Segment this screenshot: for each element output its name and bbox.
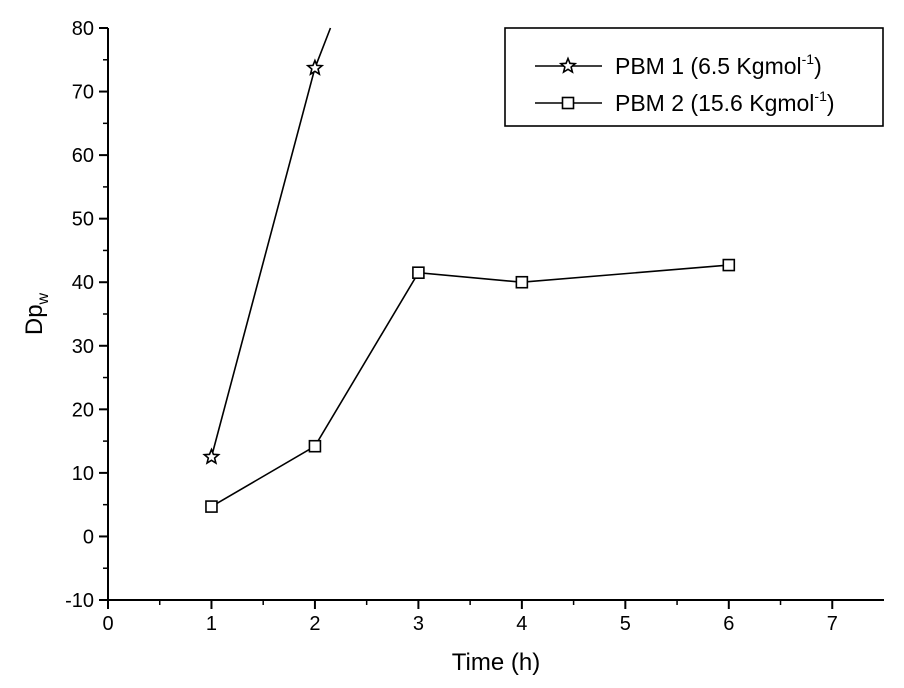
x-tick-label: 2 xyxy=(309,613,320,635)
y-tick-label: -10 xyxy=(65,590,94,612)
x-tick-label: 5 xyxy=(620,613,631,635)
data-point-square xyxy=(205,500,218,513)
legend-label: PBM 1 (6.5 Kgmol-1) xyxy=(615,51,822,79)
data-point-square xyxy=(722,258,736,272)
x-tick-label: 0 xyxy=(102,613,113,635)
x-tick-label: 7 xyxy=(827,613,838,635)
y-tick-label: 0 xyxy=(83,526,94,548)
y-tick-label: 20 xyxy=(72,399,94,421)
x-tick-label: 1 xyxy=(206,613,217,635)
series-line xyxy=(211,264,729,508)
data-point-square xyxy=(308,439,322,453)
y-tick-label: 80 xyxy=(72,18,94,40)
legend: PBM 1 (6.5 Kgmol-1) PBM 2 (15.6 Kgmol-1) xyxy=(504,27,884,127)
data-point-star xyxy=(305,58,325,76)
legend-box xyxy=(504,27,884,127)
legend-marker-star xyxy=(558,56,578,74)
data-point-square xyxy=(412,266,425,279)
x-tick-label: 6 xyxy=(723,613,734,635)
x-axis-title: Time (h) xyxy=(452,649,540,676)
x-tick-label: 4 xyxy=(516,613,527,635)
plot-area xyxy=(202,27,736,513)
legend-label: PBM 2 (15.6 Kgmol-1) xyxy=(615,88,835,116)
y-tick-label: 10 xyxy=(72,463,94,485)
ticks: 0 1 2 3 4 5 6 7 -10 0 10 20 30 40 50 60 70 80 xyxy=(65,18,838,635)
data-point-square xyxy=(515,275,529,289)
y-axis-title: Dpw xyxy=(21,292,52,335)
y-tick-label: 40 xyxy=(72,272,94,294)
series-2 xyxy=(205,258,736,513)
y-tick-label: 60 xyxy=(72,145,94,167)
y-tick-label: 50 xyxy=(72,209,94,231)
y-tick-label: 70 xyxy=(72,82,94,104)
data-point-star xyxy=(202,447,221,465)
x-tick-label: 3 xyxy=(413,613,424,635)
series-1 xyxy=(202,27,332,465)
series-line xyxy=(210,27,332,458)
y-tick-label: 30 xyxy=(72,336,94,358)
legend-marker-square xyxy=(561,96,575,110)
